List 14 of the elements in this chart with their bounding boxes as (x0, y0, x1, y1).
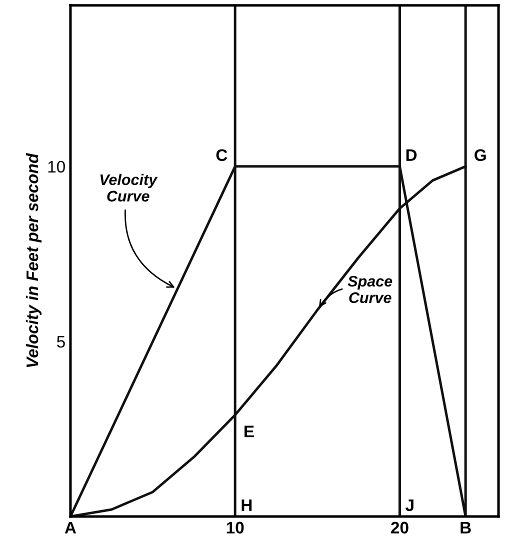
annotation: C (216, 149, 228, 162)
x-tick-label: 10 (226, 522, 244, 534)
x-tick-label: B (460, 522, 471, 534)
annotation: E (244, 426, 254, 438)
annotation: J (406, 499, 414, 512)
x-tick-label: 20 (391, 522, 408, 534)
annotation: H (242, 499, 252, 511)
annotation: Velocity Curve (100, 174, 158, 202)
y-axis-title: Velocity in Feet per second (26, 153, 42, 368)
annotation: G (474, 149, 486, 162)
y-tick-label: 5 (57, 336, 65, 348)
annotation: Space Curve (348, 276, 392, 304)
x-tick-label: A (64, 522, 76, 534)
annotation: D (406, 149, 417, 161)
